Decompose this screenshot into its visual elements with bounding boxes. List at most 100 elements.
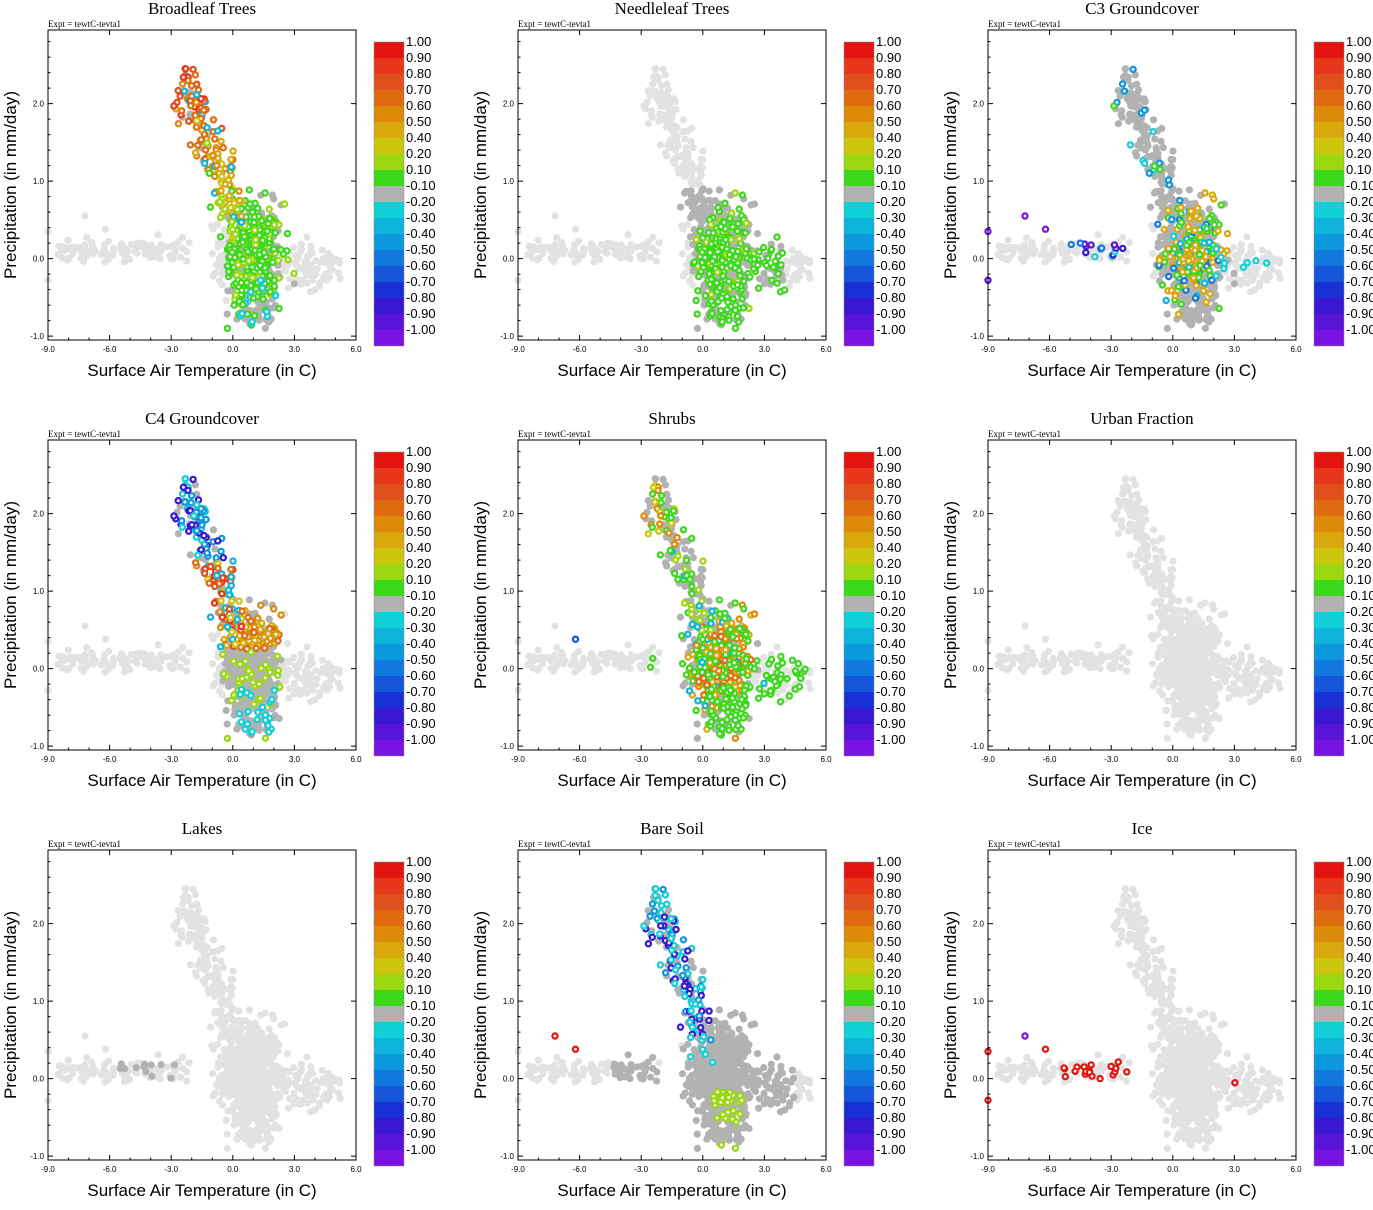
- data-point: [1248, 271, 1255, 278]
- data-point: [298, 246, 305, 253]
- data-point: [1204, 299, 1209, 304]
- colorbar-label: 0.80: [876, 66, 901, 81]
- data-point: [201, 108, 206, 113]
- data-point: [1127, 102, 1134, 109]
- data-point: [171, 103, 176, 108]
- x-tick-label: -9.0: [41, 345, 55, 354]
- data-point: [725, 307, 730, 312]
- data-point: [303, 233, 310, 240]
- data-point: [253, 286, 258, 291]
- data-point: [258, 278, 263, 283]
- data-point: [302, 258, 309, 265]
- x-tick-label: 0.0: [697, 345, 709, 354]
- colorbar-label: -0.50: [406, 652, 436, 667]
- colorbar-label: -0.60: [1346, 258, 1373, 273]
- colorbar-swatch: [374, 564, 404, 580]
- data-point: [706, 188, 713, 195]
- y-axis-label: Precipitation (in mm/day): [1, 91, 20, 279]
- data-point: [302, 668, 309, 675]
- data-point: [698, 229, 703, 234]
- data-point: [266, 723, 271, 728]
- data-point: [761, 681, 766, 686]
- data-point: [247, 201, 252, 206]
- data-point: [771, 265, 776, 270]
- data-point: [242, 633, 247, 638]
- data-point: [797, 254, 804, 261]
- data-point: [204, 517, 209, 522]
- data-point: [1164, 325, 1171, 332]
- points: [514, 475, 813, 742]
- colorbar-swatch: [1314, 138, 1344, 154]
- data-point: [1099, 246, 1104, 251]
- data-point: [551, 622, 558, 629]
- data-point: [239, 214, 244, 219]
- data-point: [1123, 258, 1130, 265]
- colorbar-label: -0.40: [1346, 226, 1373, 241]
- data-point: [230, 559, 235, 564]
- data-point: [733, 600, 738, 605]
- data-point: [1171, 266, 1176, 271]
- data-point: [570, 656, 577, 663]
- data-point: [237, 711, 242, 716]
- data-point: [679, 152, 686, 159]
- data-point: [241, 257, 246, 262]
- data-point: [524, 661, 531, 668]
- data-point: [228, 157, 233, 162]
- points: [985, 65, 1283, 332]
- data-point: [1144, 139, 1151, 146]
- colorbar-swatch: [844, 74, 874, 90]
- data-point: [664, 142, 671, 149]
- data-point: [640, 665, 647, 672]
- data-point: [202, 571, 207, 576]
- data-point: [163, 243, 170, 250]
- data-point: [598, 651, 605, 658]
- data-point: [1147, 204, 1154, 211]
- data-point: [1176, 312, 1181, 317]
- colorbar: 1.000.900.800.700.600.500.400.200.10-0.1…: [1314, 34, 1373, 346]
- data-point: [252, 228, 257, 233]
- colorbar-swatch: [1314, 250, 1344, 266]
- colorbar-label: -0.80: [1346, 290, 1373, 305]
- data-point: [263, 190, 268, 195]
- data-point: [210, 526, 217, 533]
- colorbar-label: 0.50: [1346, 114, 1371, 129]
- data-point: [1142, 146, 1149, 153]
- data-point: [1133, 117, 1140, 124]
- data-point: [1222, 261, 1227, 266]
- data-point: [1125, 118, 1132, 125]
- colorbar-swatch: [374, 138, 404, 154]
- data-point: [756, 286, 761, 291]
- data-point: [246, 668, 251, 673]
- data-point: [65, 647, 72, 654]
- data-point: [774, 234, 779, 239]
- data-point: [698, 163, 705, 170]
- data-point: [214, 555, 219, 560]
- data-point: [694, 325, 701, 332]
- data-point: [320, 255, 327, 262]
- data-point: [754, 640, 761, 647]
- colorbar-swatch: [374, 266, 404, 282]
- data-point: [683, 162, 690, 169]
- data-point: [1207, 268, 1212, 273]
- colorbar-label: 0.60: [876, 98, 901, 113]
- data-point: [547, 654, 554, 661]
- data-point: [183, 476, 188, 481]
- data-point: [259, 218, 264, 223]
- data-point: [1168, 163, 1175, 170]
- data-point: [1218, 255, 1223, 260]
- colorbar-swatch: [374, 186, 404, 202]
- data-point: [778, 262, 783, 267]
- data-point: [314, 265, 321, 272]
- colorbar-swatch: [374, 724, 404, 740]
- data-point: [1150, 116, 1157, 123]
- data-point: [735, 282, 740, 287]
- data-point: [259, 666, 264, 671]
- data-point: [1158, 173, 1165, 180]
- data-point: [264, 309, 269, 314]
- data-point: [1191, 275, 1196, 280]
- data-point: [248, 619, 253, 624]
- x-tick-label: 0.0: [227, 755, 239, 764]
- data-point: [219, 591, 224, 596]
- data-point: [580, 655, 587, 662]
